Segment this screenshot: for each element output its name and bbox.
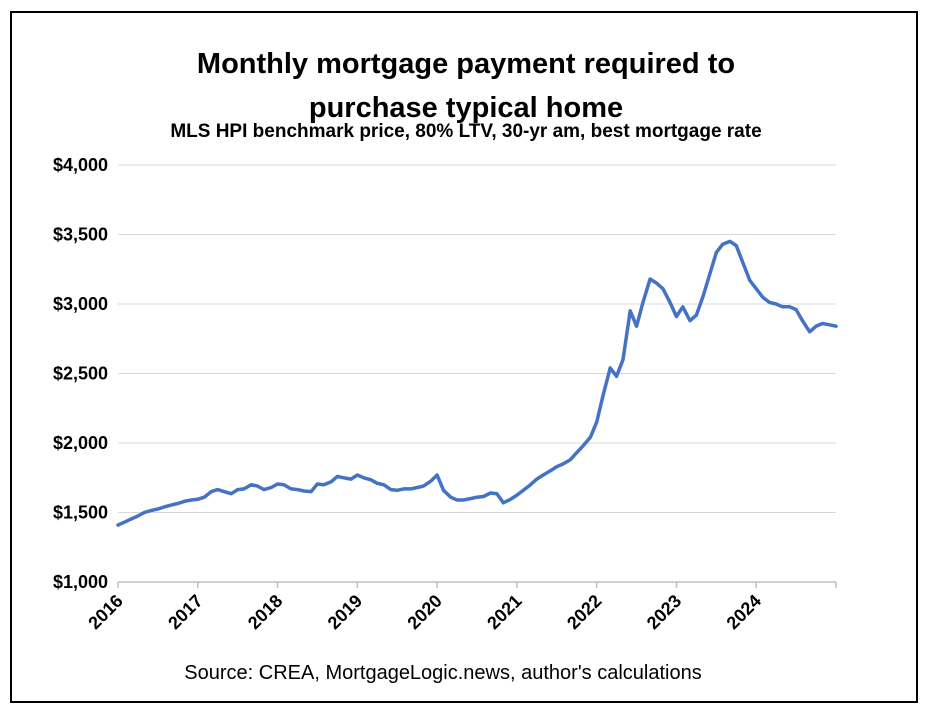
y-tick-labels: $1,000 $1,500 $2,000 $2,500 $3,000 $3,500 $4,0…: [53, 155, 108, 592]
x-tick-label: 2017: [164, 591, 206, 633]
y-tick-label: $3,500: [53, 225, 108, 245]
grid-lines: [118, 164, 836, 513]
chart-title-line-2: purchase typical home: [308, 92, 624, 124]
source-note: Source: CREA, MortgageLogic.news, author…: [184, 662, 702, 684]
x-tick-label: 2024: [723, 591, 765, 633]
series-layer: [116, 239, 838, 527]
chart-title: Monthly mortgage payment required to pur…: [0, 42, 932, 130]
x-tick-label: 2016: [84, 591, 126, 633]
chart-title-line-1: Monthly mortgage payment required to: [196, 48, 736, 80]
y-tick-label: $3,000: [53, 294, 108, 314]
y-tick-label: $2,000: [53, 433, 108, 453]
y-tick-label: $4,000: [53, 155, 108, 175]
x-tick-label: 2018: [244, 591, 286, 633]
y-tick-label: $1,500: [53, 503, 108, 523]
x-tick-label: 2019: [324, 591, 366, 633]
x-tick-label: 2023: [643, 591, 685, 633]
chart-frame: [10, 11, 918, 703]
x-tick-labels: 2016 2017 2018 2019 2020 2021 2022 2023 2024: [84, 591, 765, 633]
x-tick-label: 2022: [563, 591, 605, 633]
series-line: [116, 239, 838, 527]
chart-subtitle: MLS HPI benchmark price, 80% LTV, 30-yr …: [170, 121, 762, 142]
y-tick-label: $1,000: [53, 572, 108, 592]
y-tick-label: $2,500: [53, 364, 108, 384]
x-tick-label: 2020: [403, 591, 445, 633]
axes: [117, 581, 837, 588]
x-tick-label: 2021: [483, 591, 525, 633]
